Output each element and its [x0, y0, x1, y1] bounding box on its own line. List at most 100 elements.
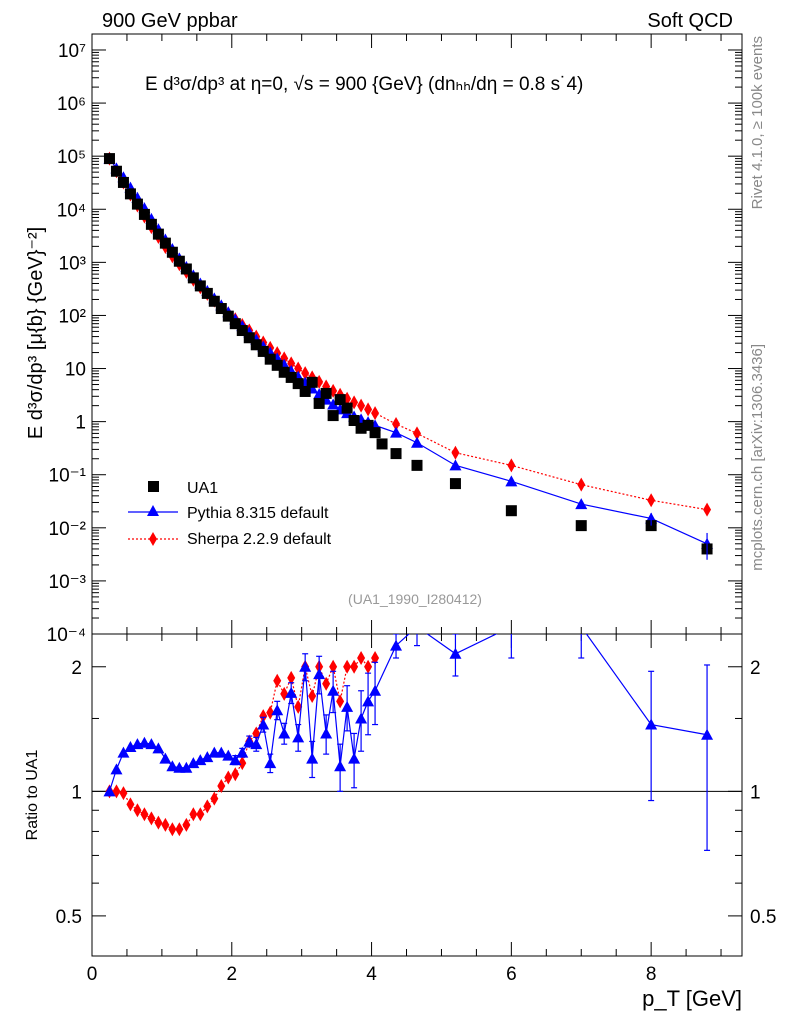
- ratio-sherpa-point: [238, 756, 247, 771]
- ratio-sherpa-point: [364, 659, 373, 674]
- ratio-sherpa-point: [203, 799, 212, 814]
- legend-label-pythia: Pythia 8.315 default: [187, 505, 329, 522]
- header-right: Soft QCD: [647, 10, 733, 32]
- ratio-pythia-point: [257, 718, 270, 730]
- ratio-pythia-point: [362, 695, 375, 707]
- ratio-pythia-point: [285, 686, 298, 698]
- ratio-pythia-point: [180, 761, 193, 773]
- ua1-point: [320, 387, 332, 399]
- ratio-sherpa-point: [336, 694, 345, 709]
- ratio-sherpa-point: [161, 817, 170, 832]
- ratio-sherpa-point: [133, 803, 142, 818]
- ratio-sherpa-point: [350, 659, 359, 674]
- ratio-pythia-point: [145, 738, 158, 750]
- ua1-point: [505, 505, 517, 517]
- ua1-point: [152, 228, 164, 240]
- ratio-y-tick-label: 2: [71, 658, 82, 679]
- ua1-point: [299, 385, 311, 397]
- x-axis-label: p_T [GeV]: [642, 986, 742, 1011]
- ratio-pythia-point: [250, 738, 263, 750]
- ratio-sherpa-point: [217, 779, 226, 794]
- sherpa-point: [703, 502, 712, 517]
- pythia-point: [390, 426, 403, 438]
- ua1-point: [449, 478, 461, 490]
- ratio-pythia-point: [271, 704, 284, 716]
- ua1-point: [145, 218, 157, 230]
- ratio-y-tick-label-right: 1: [750, 782, 761, 803]
- sherpa-point: [451, 445, 460, 460]
- ratio-plot-frame: [91, 633, 743, 957]
- ua1-point: [411, 459, 423, 471]
- ratio-axis-ticks: 0 2 4 6 8 0.5 0.5 1 1 2 2: [56, 634, 776, 985]
- ratio-sherpa-point: [266, 705, 275, 720]
- ua1-point: [103, 153, 115, 165]
- ua1-point: [376, 438, 388, 450]
- ua1-point: [278, 366, 290, 378]
- ratio-pythia-point: [159, 752, 172, 764]
- analysis-id: (UA1_1990_I280412): [348, 591, 482, 607]
- y-tick-label: 10²: [59, 306, 86, 327]
- rivet-version-label: Rivet 4.1.0, ≥ 100k events: [749, 36, 766, 209]
- ratio-pythia-point: [449, 647, 462, 659]
- ratio-pythia-line: [108, 634, 708, 792]
- ratio-pythia-point: [292, 731, 305, 743]
- ratio-sherpa-point: [140, 807, 149, 822]
- ua1-point: [257, 345, 269, 357]
- legend-label-sherpa: Sherpa 2.2.9 default: [187, 531, 332, 548]
- ua1-point: [341, 402, 353, 414]
- ratio-sherpa-point: [119, 786, 128, 801]
- ratio-pythia-point: [222, 749, 235, 761]
- y-tick-label: 10⁻³: [49, 572, 87, 593]
- ratio-pythia-point: [701, 728, 714, 740]
- ratio-pythia-point: [306, 752, 319, 764]
- ratio-pythia-point: [243, 735, 256, 747]
- ua1-point: [166, 246, 178, 258]
- ratio-sherpa-point: [210, 791, 219, 806]
- pythia-point: [505, 475, 518, 487]
- legend-label-ua1: UA1: [187, 480, 218, 497]
- ratio-sherpa-line: [109, 657, 376, 830]
- sherpa-point: [364, 402, 373, 417]
- ua1-point: [236, 325, 248, 337]
- legend-marker-ua1: [148, 481, 159, 492]
- ratio-pythia-point: [215, 746, 228, 758]
- ua1-point: [271, 359, 283, 371]
- pythia-point: [575, 498, 588, 510]
- ratio-pythia-point: [194, 754, 207, 766]
- ua1-point: [159, 237, 171, 249]
- ratio-sherpa-point: [231, 767, 240, 782]
- ratio-pythia-point: [341, 700, 354, 712]
- ratio-pythia-point: [334, 760, 347, 772]
- ua1-point: [243, 332, 255, 344]
- ratio-sherpa-point: [294, 699, 303, 714]
- ratio-pythia-point: [124, 740, 137, 752]
- legend-marker-sherpa: [149, 532, 157, 546]
- ua1-point: [355, 422, 367, 434]
- sherpa-point: [371, 406, 380, 421]
- ratio-sherpa-point: [175, 822, 184, 837]
- ratio-sherpa-point: [259, 709, 268, 724]
- ratio-sherpa-point: [308, 688, 317, 703]
- pythia-point: [449, 459, 462, 471]
- ratio-pythia-point: [278, 727, 291, 739]
- sherpa-point: [577, 477, 586, 492]
- ratio-pythia-point: [236, 746, 249, 758]
- ua1-point: [187, 272, 199, 284]
- sherpa-line: [108, 158, 708, 511]
- ratio-sherpa-point: [287, 670, 296, 685]
- ratio-pythia-point: [187, 757, 200, 769]
- ratio-pythia-point: [320, 727, 333, 739]
- legend-marker-pythia: [147, 505, 159, 516]
- ua1-point: [313, 397, 325, 409]
- pythia-point: [411, 436, 423, 448]
- x-tick-label: 8: [646, 964, 657, 985]
- ratio-y-axis-label: Ratio to UA1: [24, 750, 41, 841]
- ratio-sherpa-point: [371, 650, 380, 665]
- header-left: 900 GeV ppbar: [102, 10, 238, 32]
- ua1-point: [334, 394, 346, 406]
- x-tick-label: 2: [226, 964, 237, 985]
- ratio-pythia-point: [138, 736, 151, 748]
- ratio-pythia-point: [390, 639, 403, 651]
- legend: UA1 Pythia 8.315 default Sherpa 2.2.9 de…: [128, 480, 332, 548]
